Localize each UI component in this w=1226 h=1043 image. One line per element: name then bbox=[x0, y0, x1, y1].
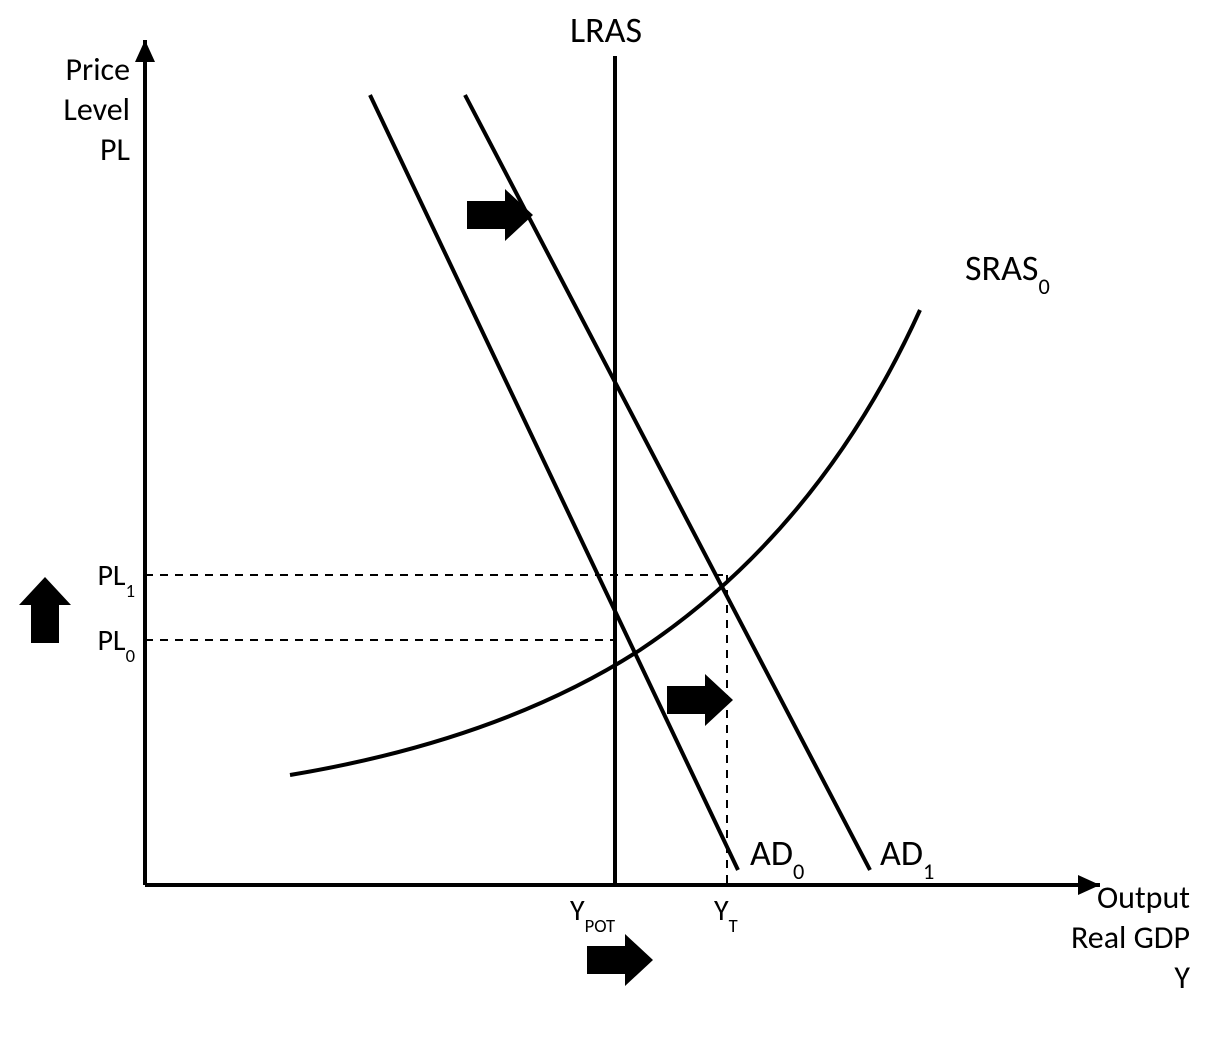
pl1-label: PL1 bbox=[97, 557, 135, 602]
lras-label: LRAS bbox=[570, 8, 642, 52]
shift-arrow-icon bbox=[19, 577, 71, 643]
ypot-label: YPOT bbox=[570, 892, 615, 937]
sras-curve bbox=[290, 310, 920, 775]
x-axis-label: Output bbox=[1097, 878, 1190, 917]
sras-label: SRAS0 bbox=[965, 246, 1050, 300]
ad0-curve bbox=[370, 95, 738, 870]
x-axis-label: Y bbox=[1174, 958, 1190, 997]
shift-arrow-icon bbox=[587, 934, 653, 986]
y-axis-label: PL bbox=[100, 130, 130, 169]
x-axis-label: Real GDP bbox=[1071, 918, 1190, 957]
shift-arrow-icon bbox=[135, 40, 155, 62]
y-axis-label: Price bbox=[66, 50, 130, 89]
shift-arrow-icon bbox=[467, 189, 533, 241]
shift-arrow-icon bbox=[667, 674, 733, 726]
ad0-label: AD0 bbox=[750, 831, 804, 885]
adas-diagram: PriceLevelPL OutputReal GDPY LRAS SRAS0 AD0 A… bbox=[0, 0, 1226, 1043]
yt-label: YT bbox=[714, 892, 738, 937]
pl0-label: PL0 bbox=[97, 622, 135, 667]
ad1-label: AD1 bbox=[880, 831, 934, 885]
y-axis-label: Level bbox=[63, 90, 130, 129]
